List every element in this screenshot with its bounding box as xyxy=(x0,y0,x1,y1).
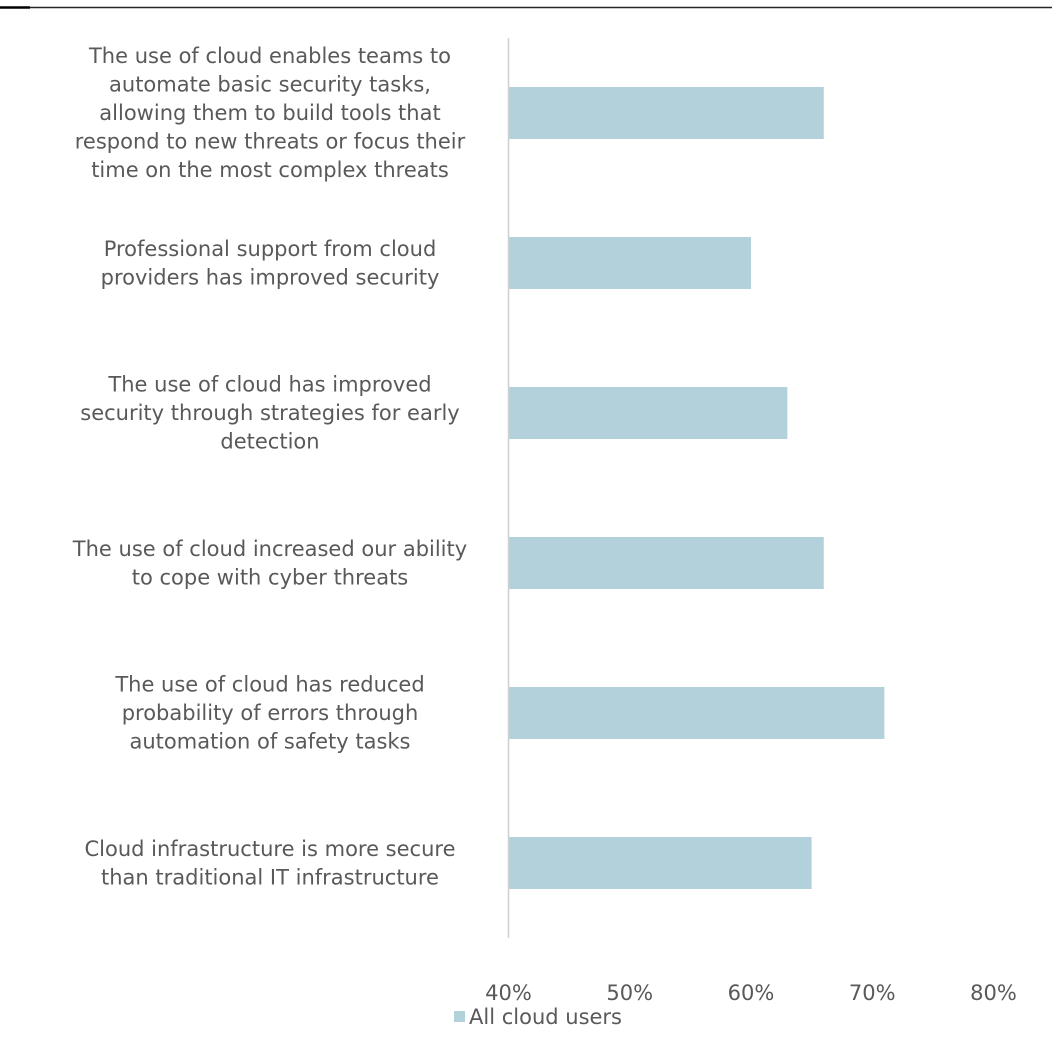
category-label-line: detection xyxy=(220,430,319,454)
category-label-6: Cloud infrastructure is more secure than … xyxy=(84,837,455,890)
category-label-line: time on the most complex threats xyxy=(91,158,449,182)
category-label-line: automate basic security tasks, xyxy=(109,73,431,97)
bar-4 xyxy=(509,537,824,589)
category-label-line: than traditional IT infrastructure xyxy=(101,865,439,889)
category-label-line: Cloud infrastructure is more secure xyxy=(84,837,455,861)
bar-3 xyxy=(509,387,788,439)
category-label-4: The use of cloud increased our ability to… xyxy=(72,537,467,590)
category-labels: The use of cloud enables teams to automat… xyxy=(72,44,467,889)
bar-2 xyxy=(509,237,751,289)
bar-6 xyxy=(509,837,812,889)
x-tick-label: 40% xyxy=(485,981,532,1005)
x-tick-label: 80% xyxy=(970,981,1017,1005)
bar-5 xyxy=(509,687,885,739)
category-label-line: The use of cloud has reduced xyxy=(114,673,424,697)
category-label-line: Professional support from cloud xyxy=(104,237,437,261)
legend-swatch xyxy=(454,1011,465,1022)
category-label-line: to cope with cyber threats xyxy=(132,565,409,589)
category-label-line: allowing them to build tools that xyxy=(99,101,440,125)
legend-label: All cloud users xyxy=(469,1005,622,1029)
category-label-line: automation of safety tasks xyxy=(129,730,410,754)
category-label-line: The use of cloud enables teams to xyxy=(88,44,451,68)
x-tick-label: 60% xyxy=(728,981,775,1005)
category-label-2: Professional support from cloud providers… xyxy=(101,237,440,290)
category-label-1: The use of cloud enables teams to automat… xyxy=(75,44,466,182)
x-axis-ticks: 40% 50% 60% 70% 80% xyxy=(485,981,1017,1005)
bar-1 xyxy=(509,87,824,139)
category-label-line: providers has improved security xyxy=(101,265,440,289)
category-label-line: The use of cloud increased our ability xyxy=(72,537,467,561)
bars-layer xyxy=(509,87,885,889)
category-label-line: The use of cloud has improved xyxy=(107,373,431,397)
category-label-line: security through strategies for early xyxy=(80,401,459,425)
category-label-3: The use of cloud has improved security th… xyxy=(80,373,459,454)
x-tick-label: 50% xyxy=(606,981,653,1005)
category-label-5: The use of cloud has reduced probability … xyxy=(114,673,424,754)
legend: All cloud users xyxy=(454,1005,622,1029)
category-label-line: respond to new threats or focus their xyxy=(75,130,466,154)
category-label-line: probability of errors through xyxy=(122,701,419,725)
x-tick-label: 70% xyxy=(849,981,896,1005)
